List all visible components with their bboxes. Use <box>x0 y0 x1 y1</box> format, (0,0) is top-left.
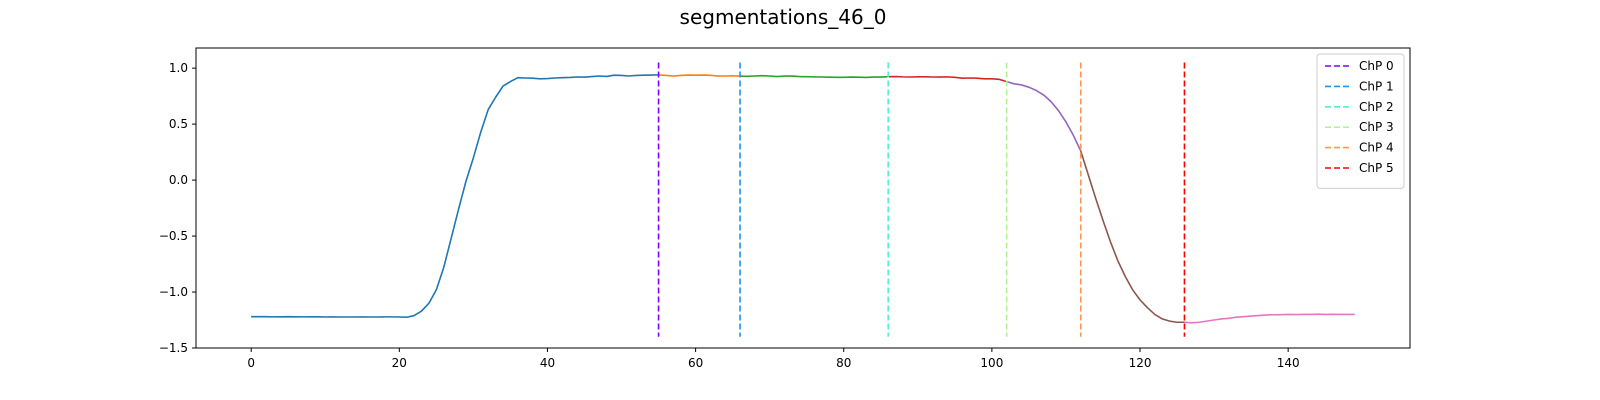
series-segment-0 <box>251 74 659 319</box>
chart-title: segmentations_46_0 <box>680 5 887 29</box>
x-tick-label: 140 <box>1277 356 1300 370</box>
x-tick-label: 120 <box>1129 356 1152 370</box>
x-tick-label: 40 <box>540 356 555 370</box>
y-tick-label: −0.5 <box>159 229 188 243</box>
legend-label: ChP 1 <box>1359 79 1394 93</box>
x-tick-label: 20 <box>392 356 407 370</box>
legend-label: ChP 2 <box>1359 100 1394 114</box>
legend-label: ChP 3 <box>1359 120 1394 134</box>
y-tick-label: 0.5 <box>169 117 188 131</box>
series-segment-4 <box>1006 80 1082 152</box>
legend-label: ChP 5 <box>1359 161 1394 175</box>
y-tick-label: 1.0 <box>169 61 188 75</box>
plot-area <box>251 62 1355 337</box>
y-tick-label: −1.0 <box>159 285 188 299</box>
legend-box <box>1316 53 1405 189</box>
series-segment-3 <box>888 75 1007 83</box>
x-tick-label: 80 <box>836 356 851 370</box>
y-tick-label: −1.5 <box>159 341 188 355</box>
series-segment-6 <box>1184 313 1355 324</box>
x-tick-label: 60 <box>688 356 703 370</box>
y-axis: −1.5 −1.0 −0.5 0.0 0.5 1.0 <box>159 61 196 355</box>
legend-label: ChP 4 <box>1359 141 1394 155</box>
series-segment-2 <box>740 74 889 79</box>
series-segment-1 <box>658 74 741 78</box>
legend-label: ChP 0 <box>1359 59 1394 73</box>
legend: ChP 0 ChP 1 ChP 2 ChP 3 ChP 4 ChP 5 <box>1316 53 1405 189</box>
x-tick-label: 0 <box>247 356 255 370</box>
axes-frame <box>195 47 1411 349</box>
x-axis: 0 20 40 60 80 100 120 140 <box>247 348 1300 370</box>
x-tick-label: 100 <box>980 356 1003 370</box>
y-tick-label: 0.0 <box>169 173 188 187</box>
series-segment-5 <box>1079 150 1185 324</box>
